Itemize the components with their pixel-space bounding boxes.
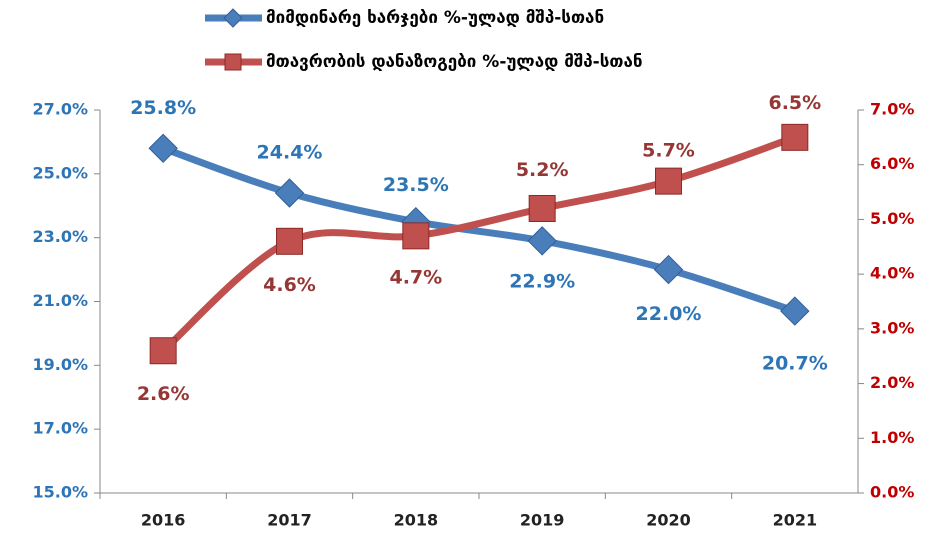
data-label: 5.7% — [642, 140, 695, 162]
y-tick-label: 27.0% — [32, 100, 88, 119]
point-marker — [655, 167, 682, 195]
y2-tick-label: 1.0% — [870, 428, 914, 447]
data-label: 22.9% — [509, 270, 575, 292]
data-label: 23.5% — [383, 174, 449, 196]
data-label: 25.8% — [130, 97, 196, 119]
y2-tick-label: 4.0% — [870, 264, 914, 283]
point-marker — [653, 254, 684, 285]
point-marker — [274, 178, 305, 208]
point-marker — [528, 194, 556, 222]
x-tick-label: 2019 — [520, 511, 565, 530]
series-line — [159, 144, 799, 315]
legend-marker — [224, 53, 242, 71]
x-tick-label: 2017 — [267, 511, 312, 530]
legend-label: მიმდინარე ხარჯები %-ულად მშპ-სთან — [266, 8, 604, 28]
y2-tick-label: 6.0% — [870, 154, 914, 173]
y-tick-label: 17.0% — [32, 419, 88, 438]
data-label: 4.7% — [389, 266, 442, 288]
y-tick-label: 19.0% — [32, 355, 88, 374]
point-marker — [276, 227, 303, 255]
data-label: 5.2% — [516, 159, 569, 181]
point-marker — [402, 222, 430, 250]
y2-tick-label: 7.0% — [870, 100, 914, 119]
x-tick-label: 2018 — [394, 511, 439, 530]
y2-tick-label: 2.0% — [870, 373, 914, 392]
point-marker — [149, 337, 177, 365]
y2-tick-label: 0.0% — [870, 483, 914, 502]
x-tick-label: 2016 — [141, 511, 186, 530]
y-tick-label: 25.0% — [32, 163, 88, 182]
point-marker — [780, 296, 810, 326]
legend-marker — [223, 8, 243, 28]
point-marker — [527, 226, 557, 256]
data-label: 24.4% — [257, 141, 323, 163]
x-tick-label: 2020 — [646, 511, 691, 530]
point-marker — [781, 123, 809, 151]
y2-tick-label: 3.0% — [870, 318, 914, 337]
y2-tick-label: 5.0% — [870, 209, 914, 228]
data-label: 20.7% — [762, 353, 828, 375]
y-tick-label: 21.0% — [32, 291, 88, 310]
legend-label: მთავრობის დანაზოგები %-ულად მშპ-სთან — [266, 52, 643, 72]
data-label: 2.6% — [137, 383, 190, 405]
point-marker — [148, 133, 178, 164]
y-tick-label: 23.0% — [32, 227, 88, 246]
x-tick-label: 2021 — [773, 511, 818, 530]
data-label: 6.5% — [768, 92, 821, 114]
y-tick-label: 15.0% — [32, 483, 88, 502]
data-label: 22.0% — [636, 303, 702, 325]
data-label: 4.6% — [263, 274, 316, 296]
